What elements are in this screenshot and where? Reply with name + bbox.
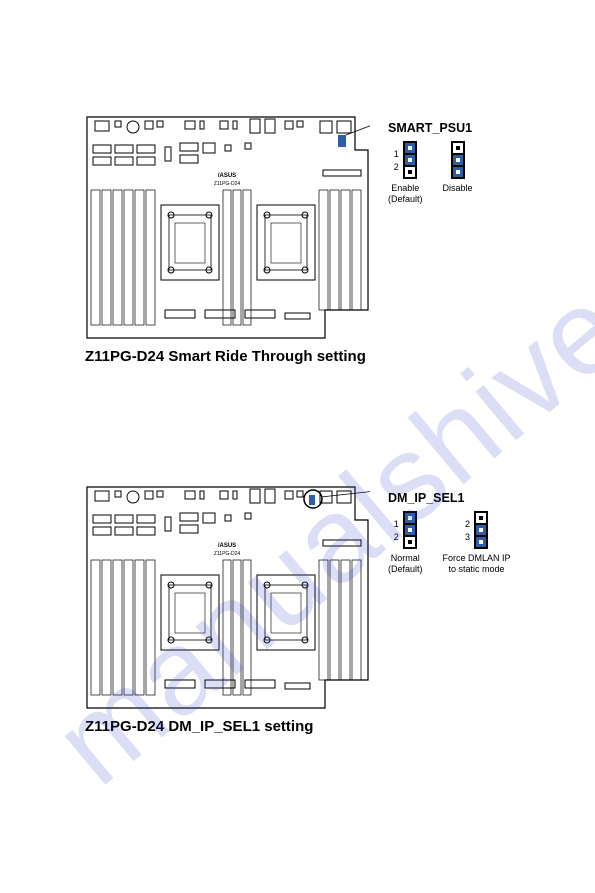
jumper-title-1: SMART_PSU1 (388, 121, 473, 135)
motherboard-diagram-2: /ASUS Z11PG-D24 (85, 485, 370, 710)
jumper-title-2: DM_IP_SEL1 (388, 491, 511, 505)
motherboard-diagram-1: /ASUS Z11PG-D24 (85, 115, 370, 340)
jumper-label-normal: Normal(Default) (388, 553, 423, 575)
section-smart-psu: /ASUS Z11PG-D24 (85, 115, 473, 365)
jumper-label-enable: Enable(Default) (388, 183, 423, 205)
jumper-disable: Disable (443, 141, 473, 194)
jumper-label-static: Force DMLAN IPto static mode (443, 553, 511, 575)
jumper-panel-2: DM_IP_SEL1 12 Normal(Default) (388, 485, 511, 575)
caption-1: Z11PG-D24 Smart Ride Through setting (85, 348, 473, 365)
caption-2: Z11PG-D24 DM_IP_SEL1 setting (85, 718, 511, 735)
svg-text:/ASUS: /ASUS (218, 173, 236, 179)
jumper-enable: 12 Enable(Default) (388, 141, 423, 205)
jumper-label-disable: Disable (443, 183, 473, 194)
svg-text:/ASUS: /ASUS (218, 543, 236, 549)
jumper-normal: 12 Normal(Default) (388, 511, 423, 575)
section-dm-ip-sel: /ASUS Z11PG-D24 (85, 485, 511, 735)
board-model-label-2: Z11PG-D24 (214, 551, 241, 557)
board-model-label-1: Z11PG-D24 (214, 181, 241, 187)
jumper-panel-1: SMART_PSU1 12 Enable(Default) (388, 115, 473, 205)
jumper-static: 23 Force DMLAN IPto static mode (443, 511, 511, 575)
